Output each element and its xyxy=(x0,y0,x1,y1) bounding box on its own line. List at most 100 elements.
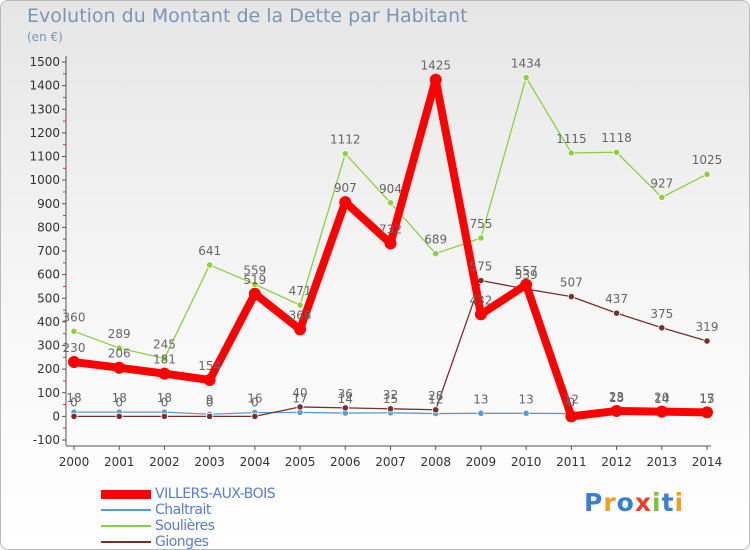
data-label-soulieres: 471 xyxy=(289,284,312,298)
data-label-gionges: 539 xyxy=(515,268,538,282)
data-label-villers: 519 xyxy=(243,273,266,287)
data-point-soulieres xyxy=(206,261,214,269)
data-label-villers: 0 xyxy=(568,395,576,409)
data-label-soulieres: 245 xyxy=(153,337,176,351)
x-tick-label: 2013 xyxy=(647,455,678,469)
y-tick-label: 600 xyxy=(37,268,60,282)
data-label-chaltrait: 18 xyxy=(609,391,624,405)
data-point-soulieres xyxy=(251,280,259,288)
x-tick-label: 2000 xyxy=(59,455,90,469)
data-point-soulieres xyxy=(477,234,485,242)
data-label-gionges: 32 xyxy=(383,388,398,402)
data-label-gionges: 0 xyxy=(251,395,259,409)
data-label-chaltrait: 18 xyxy=(66,391,81,405)
legend-swatch-villers xyxy=(101,489,151,499)
data-point-gionges xyxy=(115,412,123,420)
legend-label-villers: VILLERS-AUX-BOIS xyxy=(155,486,276,502)
data-point-gionges xyxy=(296,403,304,411)
legend-label-soulieres: Soulières xyxy=(155,518,215,534)
data-point-villers xyxy=(655,405,668,418)
y-tick-label: 400 xyxy=(37,315,60,329)
data-point-soulieres xyxy=(432,249,440,258)
data-point-soulieres xyxy=(160,354,169,363)
data-point-villers xyxy=(384,237,397,250)
data-label-villers: 181 xyxy=(153,353,176,367)
data-point-villers xyxy=(158,367,171,380)
data-label-chaltrait: 12 xyxy=(564,393,579,407)
y-tick-label: -100 xyxy=(33,433,60,447)
data-label-soulieres: 689 xyxy=(424,233,447,247)
data-label-villers: 206 xyxy=(108,347,131,361)
data-label-soulieres: 1112 xyxy=(330,133,361,147)
x-tick-label: 2008 xyxy=(420,455,451,469)
data-point-gionges xyxy=(70,412,78,420)
logo-letter: P xyxy=(584,488,604,517)
legend: VILLERS-AUX-BOIS Chaltrait Soulières Gio… xyxy=(101,486,276,549)
data-label-soulieres: 1025 xyxy=(692,153,723,167)
data-label-gionges: 40 xyxy=(292,386,307,400)
x-tick-label: 2007 xyxy=(375,455,406,469)
data-label-chaltrait: 15 xyxy=(383,392,398,406)
data-point-villers xyxy=(610,404,623,417)
x-tick-label: 2006 xyxy=(330,455,361,469)
data-point-villers xyxy=(520,278,533,291)
data-label-chaltrait: 18 xyxy=(112,391,127,405)
data-point-gionges xyxy=(658,324,666,332)
data-label-chaltrait: 18 xyxy=(157,391,172,405)
data-label-chaltrait: 14 xyxy=(654,392,669,406)
x-tick-label: 2004 xyxy=(240,455,271,469)
data-label-chaltrait: 12 xyxy=(428,393,443,407)
x-tick-label: 2014 xyxy=(692,455,723,469)
data-label-gionges: 507 xyxy=(560,276,583,290)
y-axis-unit: (en €) xyxy=(27,30,63,44)
data-label-villers: 17 xyxy=(699,391,714,405)
x-tick-label: 2009 xyxy=(466,455,497,469)
data-point-soulieres xyxy=(296,301,304,309)
data-point-villers xyxy=(701,406,713,419)
data-point-soulieres xyxy=(70,327,78,335)
x-tick-label: 2002 xyxy=(149,455,180,469)
data-point-villers xyxy=(113,361,126,374)
data-label-gionges: 36 xyxy=(338,387,353,401)
data-label-villers: 23 xyxy=(609,390,624,404)
y-tick-label: 1500 xyxy=(29,55,60,69)
data-point-villers xyxy=(203,373,216,386)
data-point-villers xyxy=(429,73,442,86)
data-point-gionges xyxy=(206,412,214,420)
data-label-villers: 368 xyxy=(289,308,312,322)
legend-swatch-soulieres xyxy=(101,525,151,527)
y-tick-label: 900 xyxy=(37,197,60,211)
data-label-villers: 230 xyxy=(63,341,86,355)
y-tick-label: 500 xyxy=(37,291,60,305)
data-label-chaltrait: 13 xyxy=(473,392,488,406)
legend-item-soulieres: Soulières xyxy=(101,518,275,534)
data-label-gionges: 0 xyxy=(161,395,169,409)
data-label-soulieres: 1115 xyxy=(556,132,587,146)
data-label-villers: 20 xyxy=(654,391,669,405)
legend-item-villers: VILLERS-AUX-BOIS xyxy=(101,486,276,502)
y-tick-label: 700 xyxy=(37,244,60,258)
data-label-gionges: 375 xyxy=(650,307,673,321)
x-tick-label: 2010 xyxy=(511,455,542,469)
y-tick-label: 300 xyxy=(37,339,60,353)
data-point-soulieres xyxy=(567,149,575,157)
x-tick-label: 2003 xyxy=(194,455,225,469)
data-label-gionges: 575 xyxy=(469,260,492,274)
legend-item-chaltrait: Chaltrait xyxy=(101,502,275,518)
logo-letter: x xyxy=(634,488,652,517)
data-label-villers: 907 xyxy=(334,181,357,195)
data-label-soulieres: 559 xyxy=(243,263,266,277)
data-point-soulieres xyxy=(115,344,123,352)
y-tick-label: 1200 xyxy=(29,126,60,140)
data-label-chaltrait: 9 xyxy=(206,393,214,407)
data-label-villers: 154 xyxy=(198,359,221,373)
data-point-chaltrait xyxy=(477,409,485,417)
data-point-gionges xyxy=(251,412,259,420)
data-label-soulieres: 641 xyxy=(198,244,221,258)
legend-swatch-chaltrait xyxy=(101,509,151,511)
legend-label-chaltrait: Chaltrait xyxy=(155,502,211,518)
data-label-villers: 1425 xyxy=(420,59,451,73)
y-tick-label: 1400 xyxy=(29,79,60,93)
